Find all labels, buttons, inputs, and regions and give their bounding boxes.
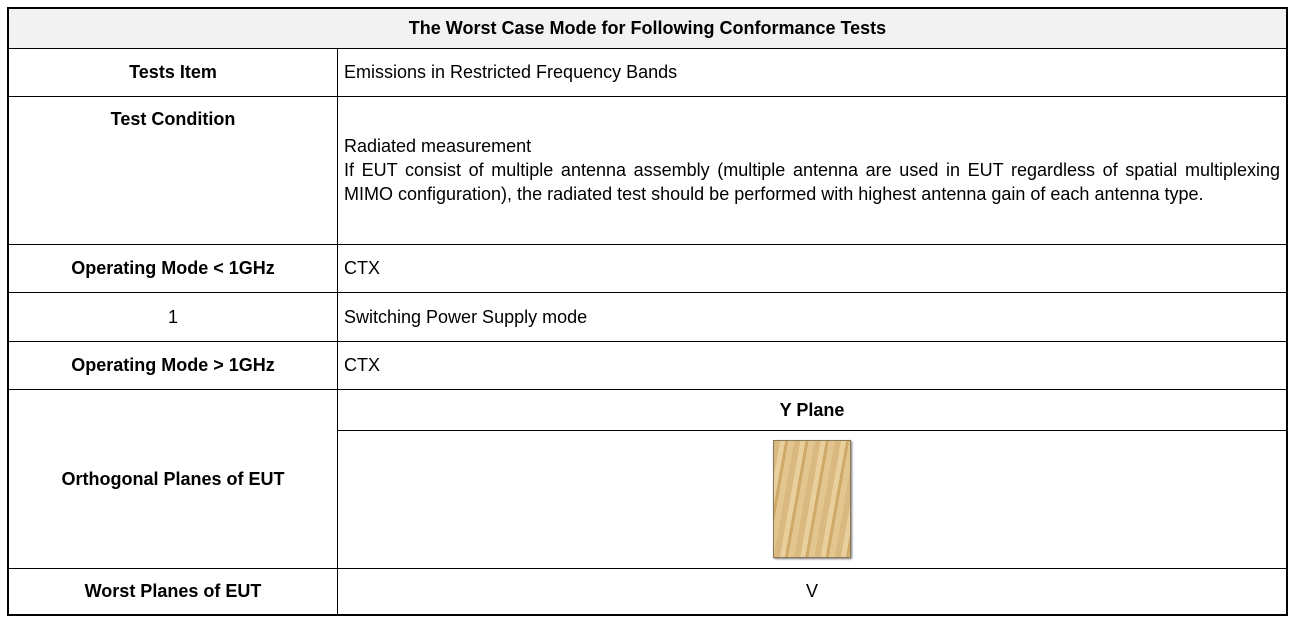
row-label: Test Condition — [8, 96, 338, 244]
row-value: CTX — [338, 244, 1288, 292]
row-label: Operating Mode > 1GHz — [8, 341, 338, 389]
text-line: Radiated measurement — [344, 134, 1280, 158]
row-label: Tests Item — [8, 48, 338, 96]
plane-image — [773, 440, 851, 558]
row-label: 1 — [8, 292, 338, 341]
row-value: CTX — [338, 341, 1288, 389]
row-label: Orthogonal Planes of EUT — [8, 389, 338, 568]
row-value: V — [338, 568, 1288, 615]
row-value: Switching Power Supply mode — [338, 292, 1288, 341]
plane-header: Y Plane — [338, 389, 1288, 430]
row-label: Worst Planes of EUT — [8, 568, 338, 615]
conformance-table: The Worst Case Mode for Following Confor… — [7, 7, 1288, 616]
plane-image-cell — [338, 430, 1288, 568]
row-value: Emissions in Restricted Frequency Bands — [338, 48, 1288, 96]
table-title: The Worst Case Mode for Following Confor… — [8, 8, 1287, 48]
text-paragraph: If EUT consist of multiple antenna assem… — [344, 158, 1280, 206]
row-label: Operating Mode < 1GHz — [8, 244, 338, 292]
